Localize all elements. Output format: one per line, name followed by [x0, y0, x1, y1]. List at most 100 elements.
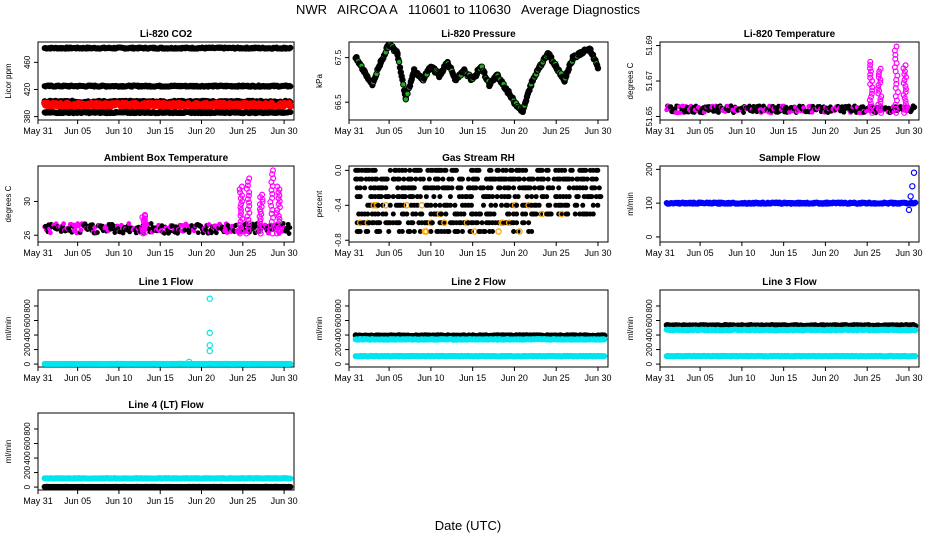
data-point	[490, 194, 496, 200]
data-point	[359, 176, 365, 182]
y-tick-label: 600	[334, 313, 343, 327]
data-point	[491, 211, 497, 217]
plot-frame	[37, 165, 295, 243]
data-point	[541, 176, 547, 182]
plot-area	[352, 42, 602, 116]
data-point	[458, 185, 464, 191]
data-point	[256, 228, 263, 235]
x-tick-label: Jun 15	[459, 126, 486, 136]
data-point	[275, 189, 282, 196]
x-tick-label: Jun 25	[543, 126, 570, 136]
x-tick-label: Jun 25	[543, 248, 570, 258]
data-point	[503, 167, 509, 173]
data-point	[877, 96, 884, 103]
data-point	[476, 167, 482, 173]
data-point	[516, 228, 523, 235]
data-point	[375, 202, 381, 208]
data-point	[238, 227, 245, 234]
data-point	[515, 194, 521, 200]
data-point	[269, 191, 276, 198]
y-tick-label: 0	[645, 234, 654, 239]
data-point	[545, 167, 551, 173]
data-point	[867, 58, 874, 65]
x-tick-label: May 31	[645, 248, 675, 258]
data-point	[269, 194, 276, 201]
data-point	[868, 90, 875, 97]
data-point	[268, 202, 275, 209]
data-point	[488, 167, 494, 173]
data-point	[566, 185, 572, 191]
data-point	[419, 211, 425, 217]
data-point	[402, 167, 408, 173]
data-point	[259, 198, 266, 205]
data-point	[126, 221, 132, 226]
y-tick-label: 66.5	[334, 94, 343, 110]
data-point	[238, 201, 245, 208]
data-point	[550, 185, 556, 191]
data-point	[524, 194, 530, 200]
data-point	[536, 202, 542, 208]
data-point	[287, 360, 294, 367]
data-point	[776, 103, 782, 109]
y-tick-label: 600	[645, 313, 654, 327]
x-tick-label: Jun 05	[376, 126, 403, 136]
data-point	[877, 98, 884, 105]
data-point	[286, 102, 294, 110]
x-tick-label: Jun 15	[770, 373, 797, 383]
data-point	[860, 104, 866, 110]
data-point	[523, 211, 529, 217]
data-point	[441, 219, 448, 227]
data-point	[413, 211, 419, 217]
panel-title: Gas Stream RH	[442, 153, 515, 164]
x-tick-label: Jun 05	[64, 126, 91, 136]
data-point	[846, 103, 852, 109]
data-point	[428, 202, 434, 208]
plot-area	[353, 167, 604, 235]
y-tick-label: 800	[334, 299, 343, 313]
data-point	[435, 176, 441, 182]
x-tick-label: Jun 15	[147, 126, 174, 136]
data-point	[902, 97, 909, 104]
data-point	[374, 176, 380, 182]
x-tick-label: Jun 15	[770, 126, 797, 136]
data-point	[375, 211, 381, 217]
data-point	[276, 198, 283, 205]
data-point	[574, 202, 580, 208]
data-point	[244, 182, 251, 189]
data-point	[431, 194, 437, 200]
x-tick-label: Jun 10	[105, 373, 132, 383]
data-point	[395, 185, 401, 191]
x-tick-label: Jun 30	[271, 373, 298, 383]
data-point	[408, 176, 414, 182]
data-point	[601, 353, 608, 360]
x-tick-label: Jun 20	[812, 373, 839, 383]
data-point	[410, 194, 416, 200]
data-point	[396, 59, 402, 65]
data-point	[459, 176, 465, 182]
y-tick-label: -0.4	[334, 198, 343, 212]
y-tick-label: 26	[23, 230, 32, 239]
x-tick-label: Jun 10	[728, 126, 755, 136]
data-point	[396, 220, 402, 226]
data-point	[901, 71, 908, 78]
data-point	[237, 212, 244, 219]
data-point	[455, 229, 461, 235]
data-point	[902, 106, 909, 113]
data-point	[61, 221, 66, 227]
data-point	[530, 176, 536, 182]
panel-title: Line 1 Flow	[139, 277, 194, 288]
data-point	[886, 105, 892, 111]
data-point	[47, 230, 53, 236]
data-point	[569, 167, 575, 173]
data-point	[866, 65, 873, 72]
data-point	[601, 336, 608, 343]
data-point	[390, 211, 396, 217]
plot-frame	[37, 289, 295, 368]
data-point	[459, 229, 465, 235]
data-point	[479, 220, 485, 226]
data-point	[875, 71, 882, 78]
data-point	[414, 202, 420, 208]
